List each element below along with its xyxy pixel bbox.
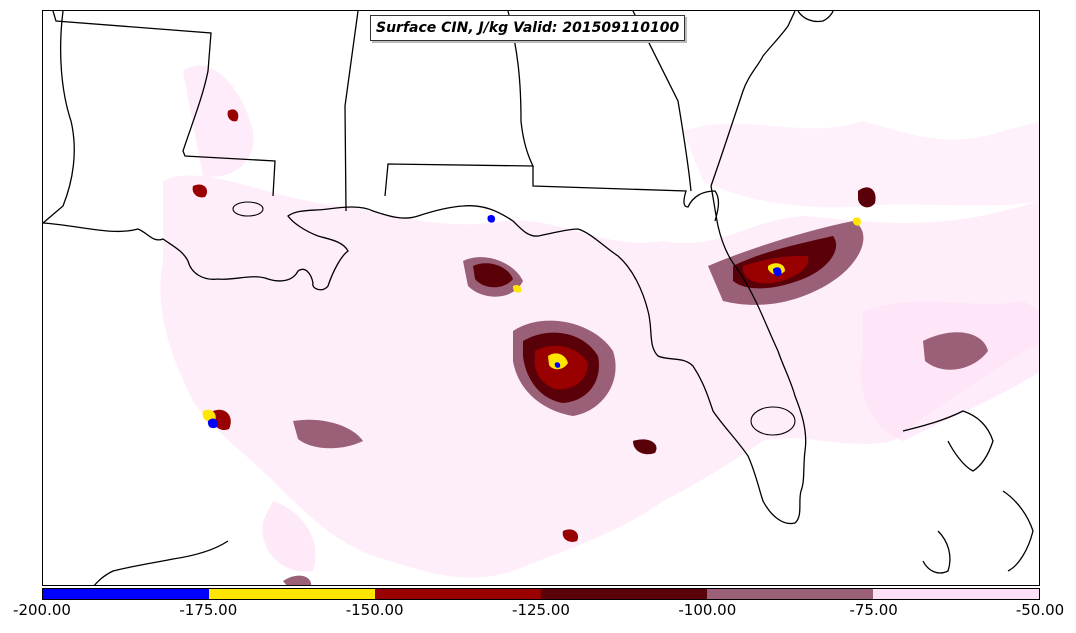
colorbar-tick-label: -200.00 xyxy=(13,601,71,619)
colorbar-segment xyxy=(873,589,1039,599)
map-svg xyxy=(43,11,1039,585)
coastlines xyxy=(43,11,1034,585)
colorbar-segment xyxy=(541,589,707,599)
cin-field-blue xyxy=(207,214,782,429)
colorbar-tick-label: -50.00 xyxy=(1015,601,1065,619)
colorbar-segment xyxy=(375,589,541,599)
colorbar-segment xyxy=(707,589,873,599)
colorbar-tick-label: -75.00 xyxy=(849,601,898,619)
cin-field-light xyxy=(160,65,1039,578)
colorbar-tick-label: -175.00 xyxy=(179,601,238,619)
colorbar xyxy=(42,588,1040,600)
colorbar-tick-label: -150.00 xyxy=(345,601,404,619)
map-panel xyxy=(42,10,1040,586)
colorbar-tick-label: -100.00 xyxy=(678,601,737,619)
lakes xyxy=(232,201,796,436)
colorbar-segment xyxy=(43,589,209,599)
colorbar-tick-labels: -200.00 -175.00 -150.00 -125.00 -100.00 -75.0… xyxy=(0,601,1076,623)
colorbar-segment xyxy=(209,589,375,599)
colorbar-tick-label: -125.00 xyxy=(512,601,570,619)
map-title: Surface CIN, J/kg Valid: 201509110100 xyxy=(370,15,686,41)
